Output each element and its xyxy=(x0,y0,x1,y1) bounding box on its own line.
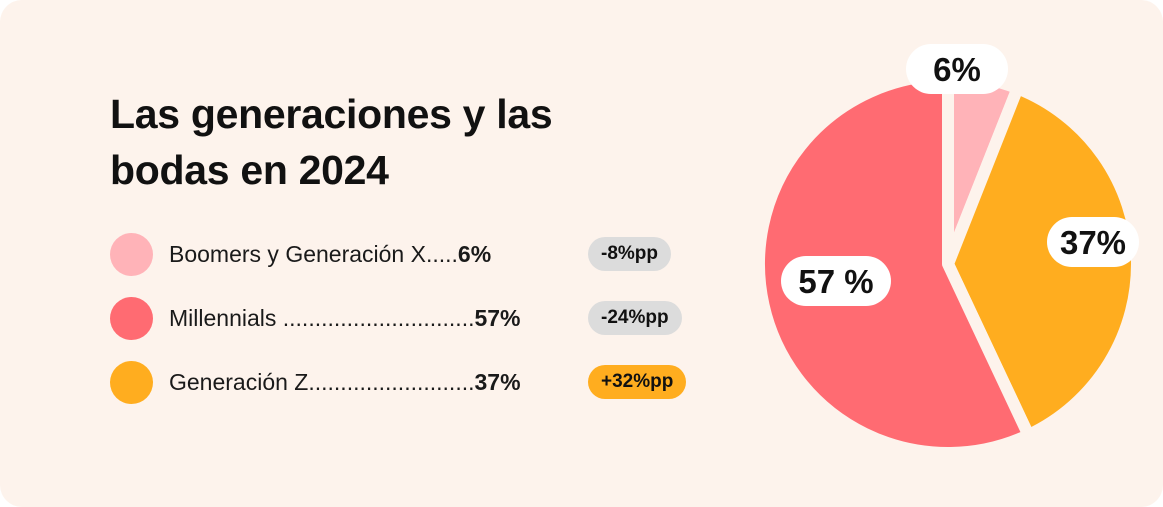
legend-item: Millennials ............................… xyxy=(110,296,682,340)
slice-label-background xyxy=(781,256,891,306)
change-badge: -8%pp xyxy=(588,237,671,271)
change-badge: -24%pp xyxy=(588,301,682,335)
legend-value: 37% xyxy=(474,369,521,395)
change-badge: +32%pp xyxy=(588,365,687,399)
legend-name: Millennials ............................… xyxy=(169,305,475,331)
legend-value: 6% xyxy=(457,241,492,267)
chart-title: Las generaciones y las bodas en 2024 xyxy=(110,86,670,198)
pie-slice xyxy=(753,69,1035,459)
legend-label: Boomers y Generación X.....6% xyxy=(169,241,491,268)
legend-item: Generación Z..........................37… xyxy=(110,360,687,404)
pie-slice xyxy=(942,82,1143,442)
slice-label: 57 % xyxy=(781,256,891,306)
slice-label-text: 57 % xyxy=(798,263,873,300)
slice-label-background xyxy=(1047,217,1139,267)
legend-value: 57% xyxy=(474,305,521,331)
legend-name: Boomers y Generación X..... xyxy=(169,241,458,267)
title-line-1: Las generaciones y las xyxy=(110,91,553,137)
title-line-2: bodas en 2024 xyxy=(110,147,389,193)
slice-label-text: 37% xyxy=(1060,224,1126,261)
slice-label-background xyxy=(906,44,1008,94)
slice-label-text: 6% xyxy=(933,51,981,88)
legend-label: Millennials ............................… xyxy=(169,305,521,332)
legend-swatch xyxy=(110,232,153,276)
slice-label: 37% xyxy=(1047,217,1139,267)
legend-swatch xyxy=(110,360,153,404)
legend-item: Boomers y Generación X.....6% -8%pp xyxy=(110,232,671,276)
legend-label: Generación Z..........................37… xyxy=(169,369,521,396)
legend-swatch xyxy=(110,296,153,340)
legend-name: Generación Z.......................... xyxy=(169,369,475,395)
slice-label: 6% xyxy=(906,44,1008,94)
